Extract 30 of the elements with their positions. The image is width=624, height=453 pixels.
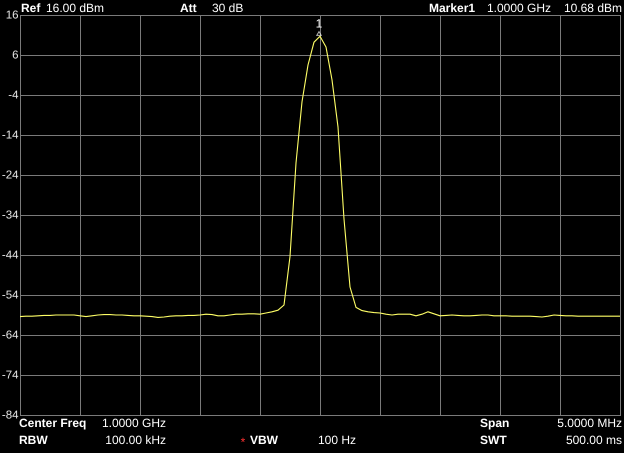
y-tick-label: -24 xyxy=(2,170,20,182)
y-tick-label: -74 xyxy=(2,370,20,382)
text: Ref xyxy=(21,1,42,15)
text: VBW xyxy=(250,433,279,447)
y-tick-label: -34 xyxy=(2,210,20,222)
text: Att xyxy=(180,1,197,15)
text: Marker1 xyxy=(429,1,476,15)
text: Span xyxy=(480,416,510,430)
text: 1.0000 GHz xyxy=(487,1,552,15)
y-tick-label: -14 xyxy=(2,130,20,142)
text: 10.68 dBm xyxy=(564,1,622,15)
text: 16.00 dBm xyxy=(46,1,104,15)
y-tick-label: 6 xyxy=(12,50,18,62)
y-tick-label: -44 xyxy=(2,250,20,262)
text: * xyxy=(240,435,246,449)
text: Center Freq xyxy=(19,416,86,430)
text: 500.00 ms xyxy=(566,433,622,447)
y-tick-label: 16 xyxy=(6,10,18,22)
text: SWT xyxy=(480,433,508,447)
text: 100.00 kHz xyxy=(105,433,166,447)
y-tick-label: -64 xyxy=(2,330,20,342)
text: 100 Hz xyxy=(318,433,356,447)
text: 1.0000 GHz xyxy=(102,416,166,430)
text: RBW xyxy=(19,433,48,447)
y-tick-label: -4 xyxy=(8,90,20,102)
text: 5.0000 MHz xyxy=(557,416,622,430)
y-tick-label: -84 xyxy=(2,410,20,422)
annotation: 1 xyxy=(316,16,323,30)
text: 30 dB xyxy=(212,1,244,15)
y-tick-label: -54 xyxy=(2,290,20,302)
